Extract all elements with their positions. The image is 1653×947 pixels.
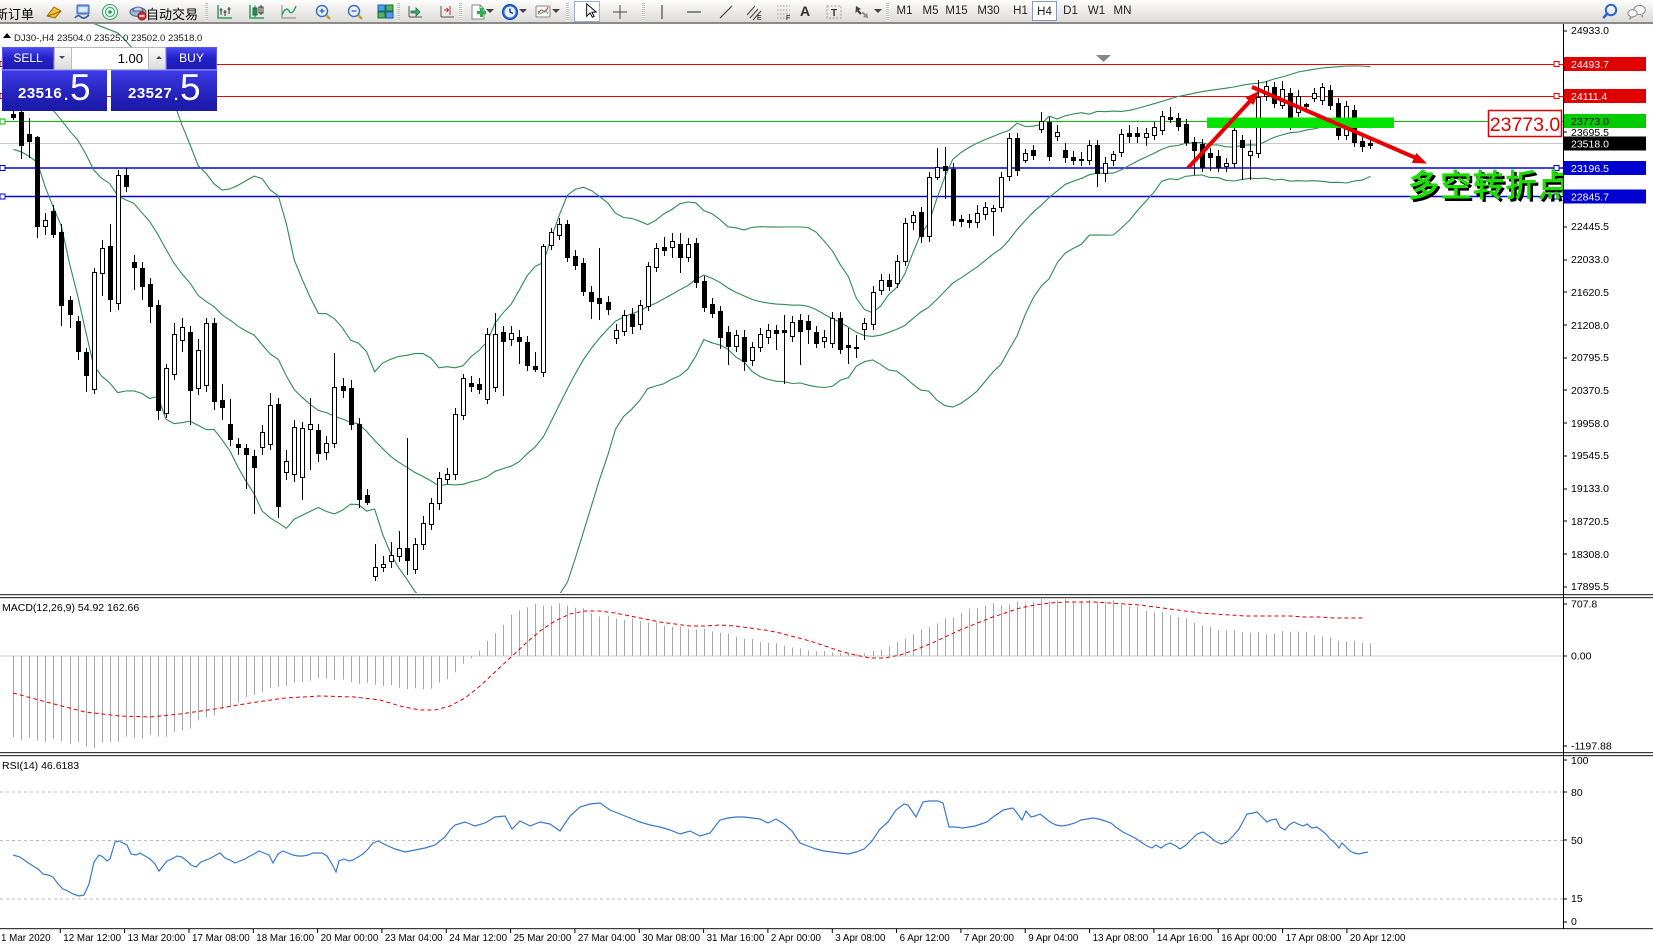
svg-text:21620.5: 21620.5 <box>1571 287 1609 299</box>
svg-text:12 Mar 12:00: 12 Mar 12:00 <box>63 933 121 944</box>
svg-text:MACD(12,26,9) 54.92 162.66: MACD(12,26,9) 54.92 162.66 <box>2 602 139 614</box>
svg-text:19958.0: 19958.0 <box>1571 418 1609 430</box>
svg-text:23518.0: 23518.0 <box>1571 139 1609 151</box>
svg-text:23 Mar 04:00: 23 Mar 04:00 <box>385 933 443 944</box>
svg-text:2 Apr 00:00: 2 Apr 00:00 <box>771 933 822 944</box>
svg-text:24493.7: 24493.7 <box>1571 59 1609 71</box>
svg-text:80: 80 <box>1571 787 1583 799</box>
svg-text:7 Apr 20:00: 7 Apr 20:00 <box>964 933 1015 944</box>
svg-text:21208.0: 21208.0 <box>1571 320 1609 332</box>
svg-text:16 Apr 00:00: 16 Apr 00:00 <box>1221 933 1277 944</box>
svg-text:23504.0 23525.0 23502.0 23518.: 23504.0 23525.0 23502.0 23518.0 <box>57 33 202 44</box>
svg-text:15: 15 <box>1571 893 1583 905</box>
svg-text:RSI(14) 46.6183: RSI(14) 46.6183 <box>2 760 79 772</box>
svg-text:14 Apr 16:00: 14 Apr 16:00 <box>1157 933 1213 944</box>
svg-text:18 Mar 16:00: 18 Mar 16:00 <box>256 933 314 944</box>
svg-text:9 Apr 04:00: 9 Apr 04:00 <box>1028 933 1079 944</box>
svg-text:30 Mar 08:00: 30 Mar 08:00 <box>642 933 700 944</box>
svg-text:17 Mar 08:00: 17 Mar 08:00 <box>192 933 250 944</box>
svg-text:13 Mar 20:00: 13 Mar 20:00 <box>128 933 186 944</box>
svg-text:E: E <box>757 15 762 21</box>
svg-text:24933.0: 24933.0 <box>1571 25 1609 37</box>
svg-text:23695.5: 23695.5 <box>1571 127 1609 139</box>
svg-text:23773.0: 23773.0 <box>1571 116 1609 128</box>
svg-text:13 Apr 08:00: 13 Apr 08:00 <box>1093 933 1149 944</box>
svg-text:25 Mar 20:00: 25 Mar 20:00 <box>514 933 572 944</box>
svg-text:22445.5: 22445.5 <box>1571 221 1609 233</box>
svg-text:20370.5: 20370.5 <box>1571 385 1609 397</box>
svg-text:31 Mar 16:00: 31 Mar 16:00 <box>707 933 765 944</box>
svg-text:22845.7: 22845.7 <box>1571 192 1609 204</box>
svg-text:24 Mar 12:00: 24 Mar 12:00 <box>449 933 507 944</box>
svg-text:20 Mar 00:00: 20 Mar 00:00 <box>321 933 379 944</box>
svg-text:1 Mar 2020: 1 Mar 2020 <box>1 933 51 944</box>
svg-text:19545.5: 19545.5 <box>1571 450 1609 462</box>
svg-text:多空转折点: 多空转折点 <box>1408 169 1571 204</box>
svg-text:T: T <box>831 8 837 19</box>
svg-text:0.00: 0.00 <box>1571 651 1592 663</box>
svg-text:DJ30-,H4: DJ30-,H4 <box>14 33 54 44</box>
svg-text:17 Apr 08:00: 17 Apr 08:00 <box>1286 933 1342 944</box>
svg-text:3 Apr 08:00: 3 Apr 08:00 <box>835 933 886 944</box>
svg-text:24111.4: 24111.4 <box>1571 91 1608 103</box>
svg-text:0: 0 <box>1571 916 1577 928</box>
svg-text:23773.0: 23773.0 <box>1490 114 1561 136</box>
svg-text:50: 50 <box>1571 835 1583 847</box>
svg-text:100: 100 <box>1571 755 1589 767</box>
svg-text:18720.5: 18720.5 <box>1571 516 1609 528</box>
svg-text:23196.5: 23196.5 <box>1571 163 1609 175</box>
svg-text:20 Apr 12:00: 20 Apr 12:00 <box>1350 933 1406 944</box>
svg-text:17895.5: 17895.5 <box>1571 581 1609 593</box>
svg-text:-1197.88: -1197.88 <box>1571 741 1612 753</box>
svg-text:F: F <box>786 15 790 21</box>
svg-text:20795.5: 20795.5 <box>1571 352 1609 364</box>
svg-text:22033.0: 22033.0 <box>1571 254 1609 266</box>
svg-text:6 Apr 12:00: 6 Apr 12:00 <box>900 933 951 944</box>
svg-text:18308.0: 18308.0 <box>1571 549 1609 561</box>
svg-text:27 Mar 04:00: 27 Mar 04:00 <box>578 933 636 944</box>
svg-text:707.8: 707.8 <box>1571 599 1597 611</box>
svg-text:19133.0: 19133.0 <box>1571 483 1609 495</box>
svg-text:多空转折点: 多空转折点 <box>1411 171 1574 206</box>
